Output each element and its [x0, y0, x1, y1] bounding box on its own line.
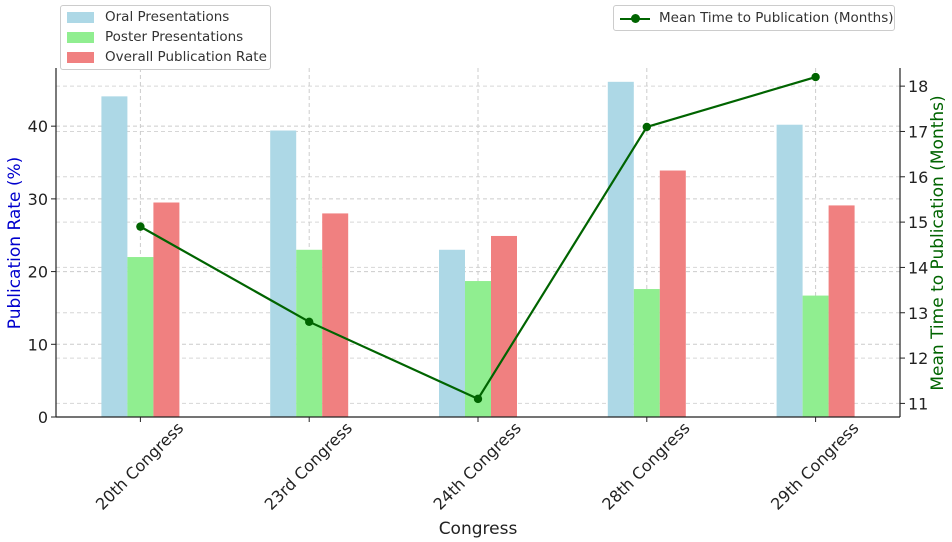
legend-item-overall: Overall Publication Rate [61, 47, 270, 67]
y2-tick-label: 12 [908, 349, 928, 368]
y-tick-label: 20 [28, 263, 48, 282]
y-tick-label: 10 [28, 335, 48, 354]
y2-tick-label: 14 [908, 258, 928, 277]
bar-poster-presentations [802, 295, 829, 417]
point-mean-time [811, 72, 820, 82]
x-tick-label: 28th Congress [598, 418, 693, 513]
bar-poster-presentations [127, 257, 154, 417]
bar-oral-presentations [776, 124, 803, 418]
legend-swatch-overall [67, 51, 94, 63]
legend-swatch-oral [67, 11, 94, 23]
legend-label-oral: Oral Presentations [105, 9, 230, 25]
x-tick-label: 20th Congress [92, 418, 187, 513]
y-tick-label: 40 [28, 117, 48, 136]
x-tick-label: 29th Congress [767, 418, 862, 513]
point-mean-time [305, 317, 314, 327]
bar-oral-presentations [607, 81, 634, 418]
bars [101, 81, 855, 418]
bar-overall-publication-rate [322, 213, 349, 417]
x-axis-label: Congress [439, 519, 518, 539]
line-series [136, 72, 820, 404]
y-tick-label: 0 [38, 408, 48, 427]
y-axis-label: Publication Rate (%) [5, 157, 25, 330]
x-tick-label: 24th Congress [429, 418, 524, 513]
point-mean-time [642, 122, 651, 132]
point-mean-time [473, 394, 483, 404]
bar-oral-presentations [439, 249, 465, 417]
y2-tick-label: 18 [908, 77, 928, 96]
legend-label-poster: Poster Presentations [105, 29, 244, 45]
legend-swatch-poster [67, 31, 94, 43]
bar-overall-publication-rate [153, 202, 180, 417]
bar-overall-publication-rate [659, 170, 686, 417]
legend-label-overall: Overall Publication Rate [105, 49, 267, 65]
bar-poster-presentations [633, 289, 660, 417]
bar-overall-publication-rate [491, 235, 517, 417]
legend-item-poster: Poster Presentations [61, 27, 270, 47]
y-tick-label: 30 [28, 190, 48, 209]
y2-axis-label: Mean Time to Publication (Months) [928, 95, 948, 390]
x-tick-label: 23rd Congress [261, 418, 356, 513]
bar-oral-presentations [270, 130, 297, 417]
bar-oral-presentations [101, 96, 128, 417]
legend-swatch-mean-time [620, 13, 650, 24]
legend-label-mean-time: Mean Time to Publication (Months) [659, 10, 894, 26]
legend-item-oral: Oral Presentations [61, 7, 270, 27]
y2-tick-label: 11 [908, 394, 928, 413]
legend-bars: Oral Presentations Poster Presentations … [60, 5, 271, 70]
bar-overall-publication-rate [828, 205, 855, 417]
y2-tick-label: 15 [908, 213, 928, 232]
bar-poster-presentations [296, 249, 323, 417]
legend-item-mean-time: Mean Time to Publication (Months) [614, 8, 894, 28]
y2-tick-label: 16 [908, 168, 928, 187]
legend-line: Mean Time to Publication (Months) [613, 5, 895, 31]
y2-tick-label: 17 [908, 122, 928, 141]
point-mean-time [136, 222, 145, 231]
y2-tick-label: 13 [908, 304, 928, 323]
